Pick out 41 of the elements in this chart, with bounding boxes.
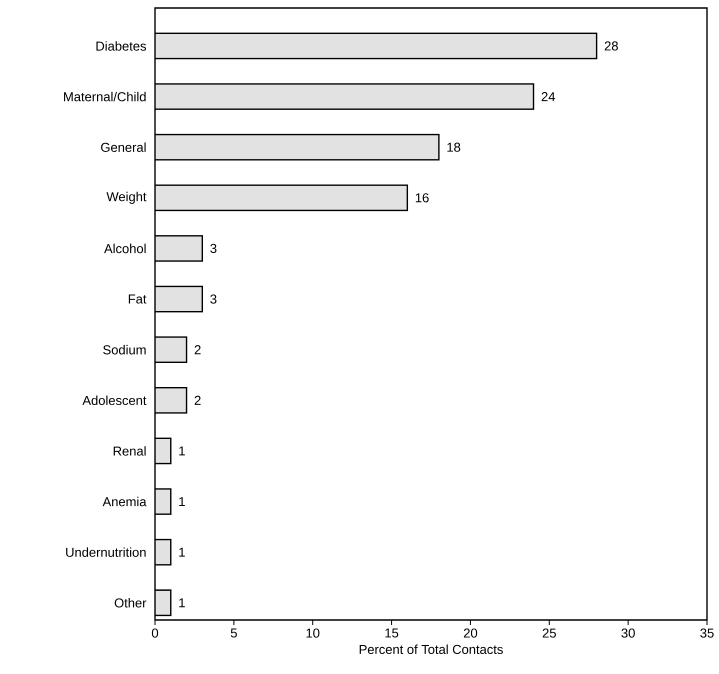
bar <box>155 235 204 262</box>
y-tick-label: Sodium <box>103 344 146 354</box>
y-tick-label: Maternal/Child <box>64 92 146 102</box>
data-label: 24 <box>542 92 556 102</box>
y-tick-label: Undernutrition <box>66 547 146 557</box>
data-label: 1 <box>179 548 185 557</box>
x-tick-label: 15 <box>385 628 398 638</box>
y-tick-label: Diabetes <box>96 41 146 51</box>
x-tick-label: 25 <box>542 628 556 638</box>
x-tick-label: 10 <box>306 628 320 638</box>
data-label: 1 <box>179 446 185 456</box>
data-label: 18 <box>447 142 460 152</box>
y-tick-label: Alcohol <box>104 244 146 254</box>
y-tick-label: Fat <box>128 294 146 304</box>
bar <box>155 386 188 414</box>
x-tick-label: 20 <box>464 628 478 638</box>
x-axis-title: Percent of Total Contacts <box>360 644 503 654</box>
x-tick-label: 30 <box>621 628 635 638</box>
x-tick-label: 0 <box>152 628 158 638</box>
bar <box>155 286 204 312</box>
y-tick-label: Weight <box>106 192 146 204</box>
data-label: 2 <box>194 396 201 405</box>
data-label: 3 <box>210 294 216 304</box>
bar <box>155 32 598 60</box>
x-tick-label: 35 <box>700 628 714 638</box>
y-tick-label: Anemia <box>102 496 146 506</box>
bar <box>155 336 188 364</box>
data-label: 28 <box>604 41 618 51</box>
y-tick-label: Renal <box>114 446 146 456</box>
data-label: 16 <box>416 193 429 202</box>
data-label: 2 <box>194 345 201 354</box>
data-label: 1 <box>179 497 185 506</box>
data-label: 1 <box>179 598 185 608</box>
y-tick-label: Other <box>114 598 146 608</box>
y-tick-label: General <box>101 142 146 152</box>
x-tick-label: 5 <box>230 628 237 638</box>
bar <box>155 184 408 212</box>
bar <box>155 134 440 161</box>
data-label: 3 <box>210 244 216 254</box>
bar <box>155 83 534 110</box>
y-tick-label: Adolescent <box>82 396 146 406</box>
